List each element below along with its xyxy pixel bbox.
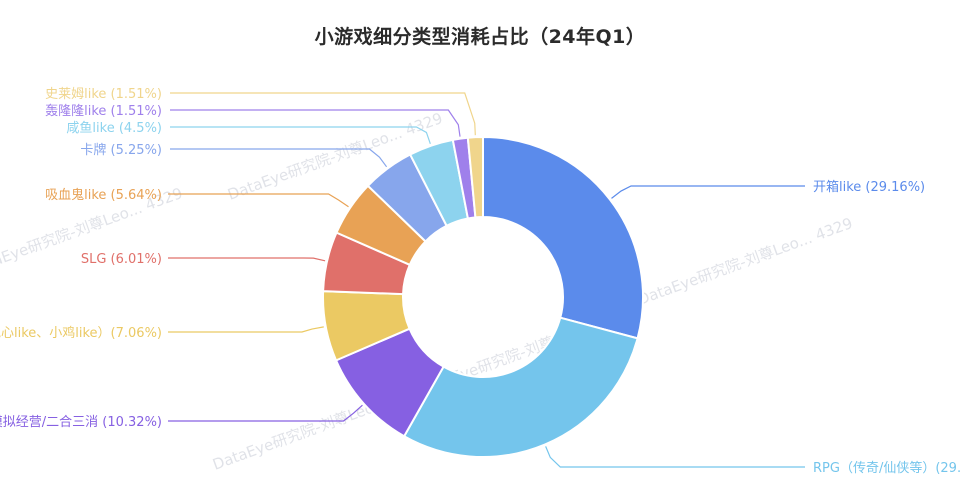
slice-label: 卡牌 (5.25%) <box>80 142 162 158</box>
donut-slice[interactable] <box>466 135 484 219</box>
slice-label: 咸鱼like (4.5%) <box>66 120 162 136</box>
slice-label: 模拟经营/二合三消 (10.32%) <box>0 415 162 430</box>
leader-line <box>170 109 461 137</box>
donut-slice[interactable] <box>482 135 644 340</box>
slice-labels: 开箱like (29.16%) RPG（传奇/仙侠等）(29.04%) 模拟经营/二… <box>0 87 960 476</box>
chart-title: 小游戏细分类型消耗占比（24年Q1） <box>314 26 646 48</box>
watermark-text: DataEye研究院-刘尊Leo... 4329 <box>635 214 855 309</box>
slice-label: 轰隆隆like (1.51%) <box>45 103 162 119</box>
slice-label: RPG（传奇/仙侠等）(29.04%) <box>813 460 960 476</box>
leader-lines <box>168 92 805 468</box>
leader-line <box>611 185 805 199</box>
leader-line <box>168 404 363 422</box>
leader-line <box>545 446 805 468</box>
slice-label: SLG (6.01%) <box>81 252 162 267</box>
donut-slices <box>322 135 644 458</box>
leader-line <box>168 257 326 262</box>
leader-line <box>170 148 388 168</box>
slice-label: 塔防（靶心like、小鸡like）(7.06%) <box>0 325 162 341</box>
slice-label: 开箱like (29.16%) <box>813 179 925 195</box>
slice-label: 吸血鬼like (5.64%) <box>45 187 162 203</box>
leader-line <box>168 193 349 208</box>
leader-line <box>170 92 476 136</box>
leader-line <box>168 326 324 333</box>
slice-label: 史莱姆like (1.51%) <box>45 87 162 102</box>
donut-slice[interactable] <box>402 316 639 458</box>
leader-line <box>170 126 431 144</box>
